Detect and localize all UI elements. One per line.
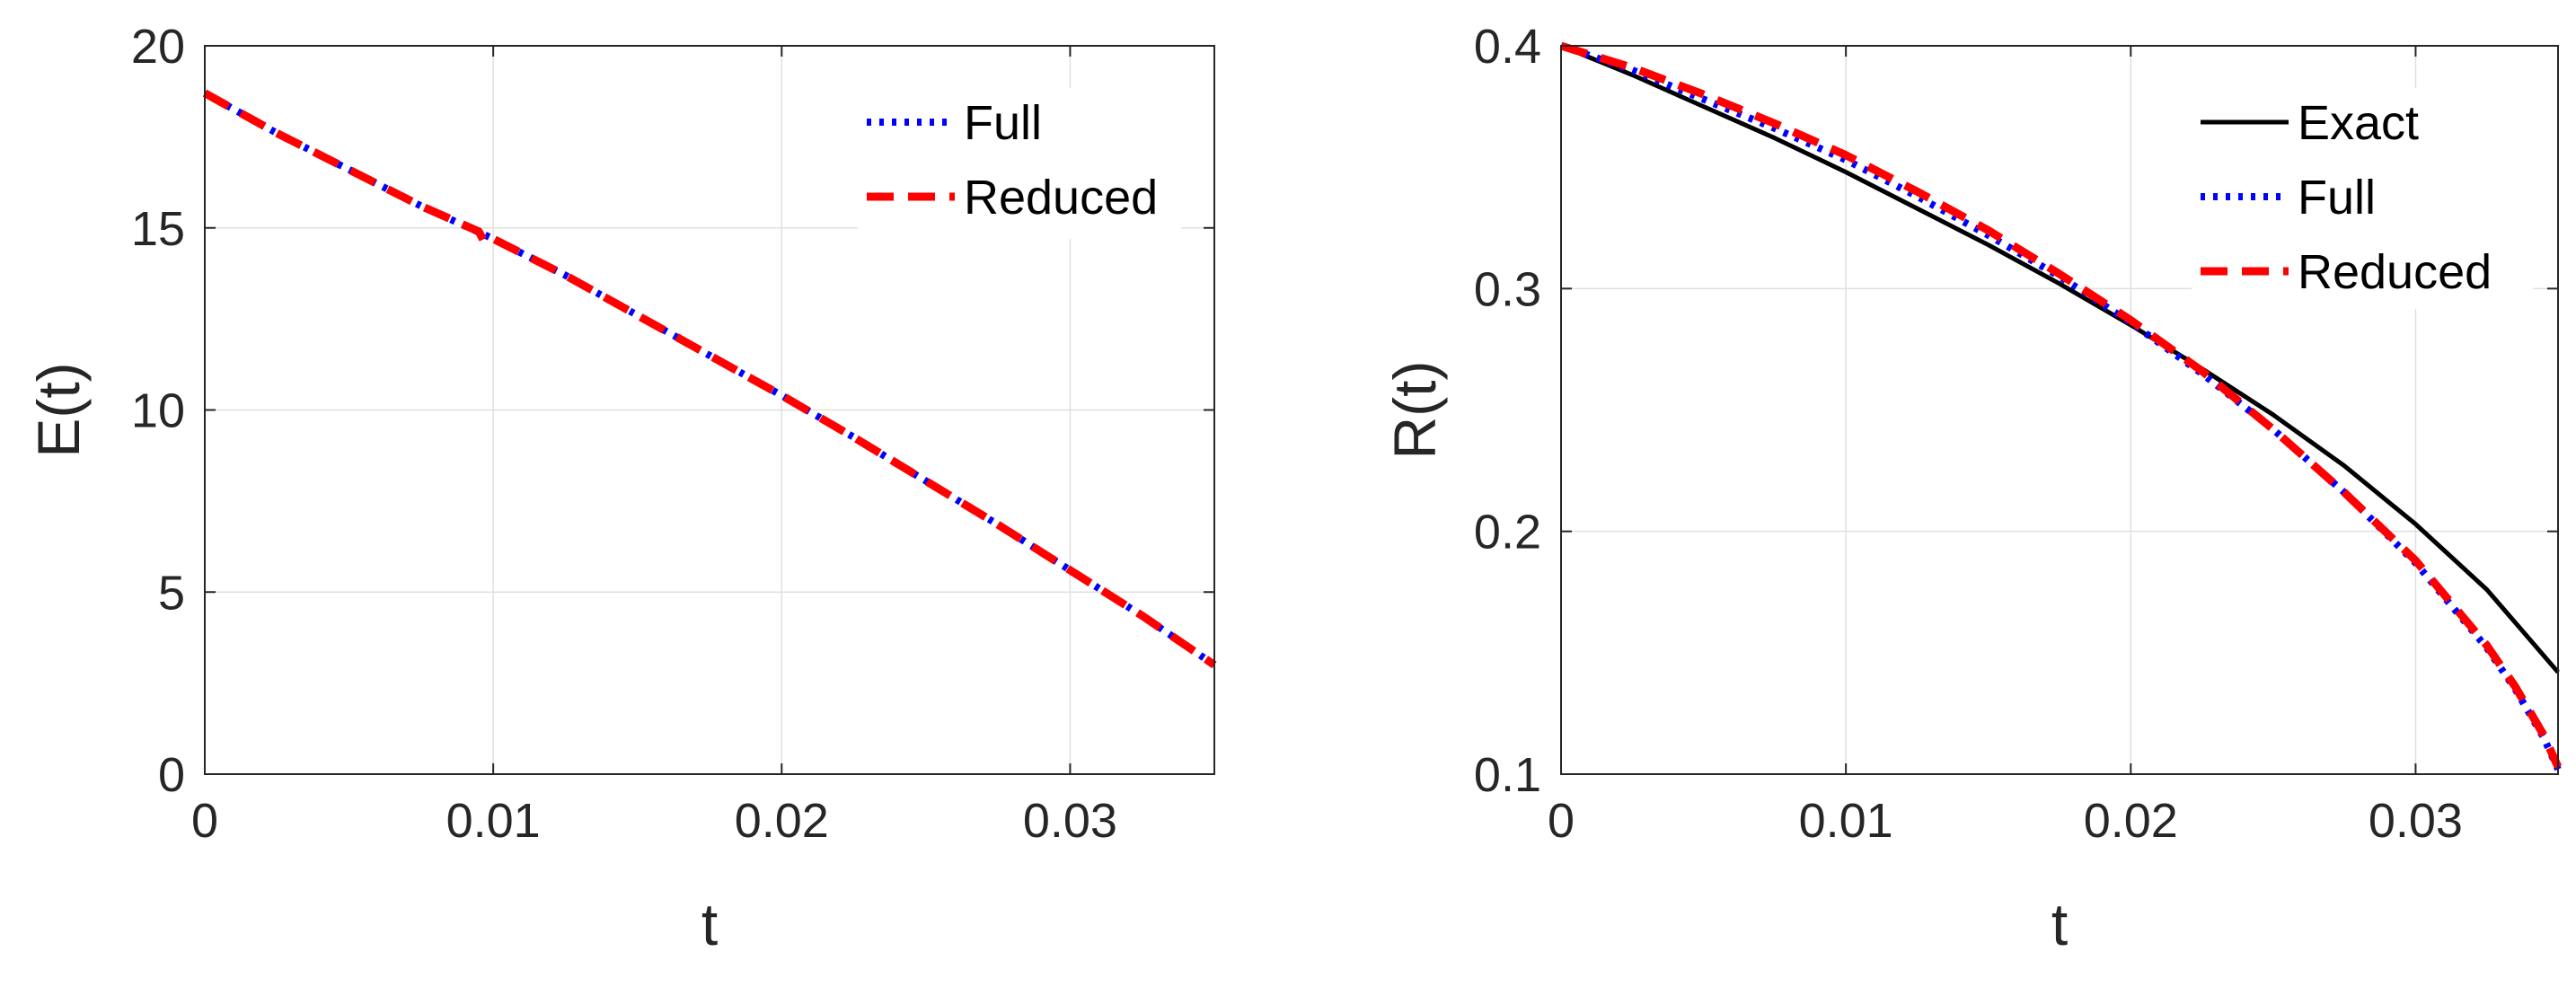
chart-energy: 0 0.01 0.02 0.03 0 5 10 15 20 t E(t) Full Reduced [25, 20, 1217, 957]
x-tick-label: 0.03 [2369, 794, 2463, 848]
x-tick-label: 0.01 [446, 794, 541, 848]
legend: Exact Full Reduced [2192, 88, 2533, 309]
legend: Full Reduced [858, 88, 1181, 239]
y-tick-label: 15 [131, 202, 185, 256]
x-axis-label: t [701, 891, 718, 957]
x-axis-label: t [2051, 891, 2068, 957]
chart-radius: 0 0.01 0.02 0.03 0.1 0.2 0.3 0.4 t R(t) Exact Full R… [1381, 20, 2563, 957]
y-axis-label: R(t) [1381, 361, 1448, 460]
legend-box [858, 88, 1181, 239]
y-tick-label: 10 [131, 384, 185, 438]
series-full-line [1559, 42, 2562, 771]
x-tick-label: 0.02 [735, 794, 829, 848]
x-tick-label: 0.01 [1799, 794, 1893, 848]
y-tick-label: 0.2 [1474, 506, 1541, 560]
legend-label-full: Full [964, 96, 1042, 150]
legend-label-full: Full [2298, 171, 2376, 225]
x-tick-label: 0.02 [2084, 794, 2178, 848]
y-tick-label: 5 [158, 566, 185, 620]
y-tick-label: 20 [131, 20, 185, 74]
series-reduced-line [202, 89, 1217, 669]
legend-label-reduced: Reduced [2298, 245, 2492, 299]
y-axis-label: E(t) [25, 362, 92, 457]
x-tick-label: 0 [191, 794, 218, 848]
y-tick-label: 0.3 [1474, 262, 1541, 316]
legend-label-reduced: Reduced [964, 171, 1158, 225]
series-reduced-line [1559, 41, 2563, 769]
y-tick-label: 0 [158, 748, 185, 802]
legend-label-exact: Exact [2298, 96, 2419, 150]
series-exact-line [1560, 43, 2560, 674]
x-tick-label: 0 [1548, 794, 1575, 848]
y-tick-label: 0.1 [1474, 748, 1541, 802]
x-tick-label: 0.03 [1023, 794, 1117, 848]
axes-frame [1560, 45, 2559, 775]
y-tick-label: 0.4 [1474, 20, 1541, 74]
